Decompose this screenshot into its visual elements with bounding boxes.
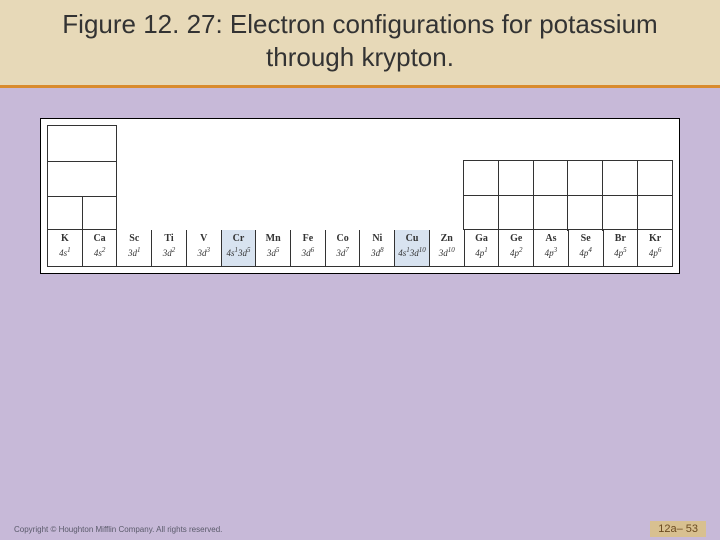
element-config: 4p5 (604, 246, 638, 259)
periodic-table-figure: K4s1Ca4s2Sc3d1Ti3d2V3d3Cr4s13d5Mn3d5Fe3d… (40, 118, 680, 274)
element-symbol: Sc (117, 233, 151, 246)
element-config: 4s1 (48, 246, 82, 259)
element-symbol: Ni (360, 233, 394, 246)
accent-divider (0, 85, 720, 88)
element-cell-ni: Ni3d8 (360, 230, 395, 266)
element-symbol: Se (569, 233, 603, 246)
element-cell-mn: Mn3d5 (256, 230, 291, 266)
element-config: 4p2 (499, 246, 533, 259)
title-band: Figure 12. 27: Electron configurations f… (0, 0, 720, 85)
element-config: 3d5 (256, 246, 290, 259)
element-config: 4s13d5 (222, 246, 256, 259)
element-symbol: V (187, 233, 221, 246)
element-cell-zn: Zn3d10 (430, 230, 465, 266)
element-cell-ca: Ca4s2 (83, 230, 118, 266)
element-cell-ga: Ga4p1 (465, 230, 500, 266)
element-cell-as: As4p3 (534, 230, 569, 266)
element-cell-sc: Sc3d1 (117, 230, 152, 266)
element-config: 3d7 (326, 246, 360, 259)
element-symbol: Co (326, 233, 360, 246)
copyright-text: Copyright © Houghton Mifflin Company. Al… (14, 525, 222, 534)
slide-footer: Copyright © Houghton Mifflin Company. Al… (0, 518, 720, 540)
upper-left-block (47, 125, 117, 230)
periodic-upper-rows (47, 125, 673, 230)
element-symbol: Zn (430, 233, 464, 246)
element-symbol: K (48, 233, 82, 246)
element-config: 4s13d10 (395, 246, 429, 259)
element-config: 3d10 (430, 246, 464, 259)
element-symbol: Fe (291, 233, 325, 246)
element-config: 4p3 (534, 246, 568, 259)
element-symbol: Cu (395, 233, 429, 246)
element-cell-ge: Ge4p2 (499, 230, 534, 266)
element-config: 4p6 (638, 246, 672, 259)
element-symbol: Kr (638, 233, 672, 246)
element-config: 3d3 (187, 246, 221, 259)
figure-title: Figure 12. 27: Electron configurations f… (20, 8, 700, 73)
element-config: 4s2 (83, 246, 117, 259)
element-config: 3d2 (152, 246, 186, 259)
element-config: 3d1 (117, 246, 151, 259)
element-cell-v: V3d3 (187, 230, 222, 266)
element-cell-ti: Ti3d2 (152, 230, 187, 266)
element-symbol: Ti (152, 233, 186, 246)
element-cell-br: Br4p5 (604, 230, 639, 266)
element-cell-se: Se4p4 (569, 230, 604, 266)
slide-number: 12a– 53 (650, 521, 706, 537)
element-config: 3d8 (360, 246, 394, 259)
element-cell-k: K4s1 (48, 230, 83, 266)
element-config: 4p4 (569, 246, 603, 259)
element-symbol: Ca (83, 233, 117, 246)
element-symbol: Cr (222, 233, 256, 246)
element-cell-co: Co3d7 (326, 230, 361, 266)
element-symbol: Ge (499, 233, 533, 246)
element-cell-cu: Cu4s13d10 (395, 230, 430, 266)
element-symbol: Br (604, 233, 638, 246)
element-symbol: Mn (256, 233, 290, 246)
element-cell-kr: Kr4p6 (638, 230, 672, 266)
element-config: 3d6 (291, 246, 325, 259)
period-4-row: K4s1Ca4s2Sc3d1Ti3d2V3d3Cr4s13d5Mn3d5Fe3d… (47, 230, 673, 267)
element-config: 4p1 (465, 246, 499, 259)
upper-right-block (463, 160, 673, 230)
element-symbol: As (534, 233, 568, 246)
element-cell-fe: Fe3d6 (291, 230, 326, 266)
element-symbol: Ga (465, 233, 499, 246)
element-cell-cr: Cr4s13d5 (222, 230, 257, 266)
